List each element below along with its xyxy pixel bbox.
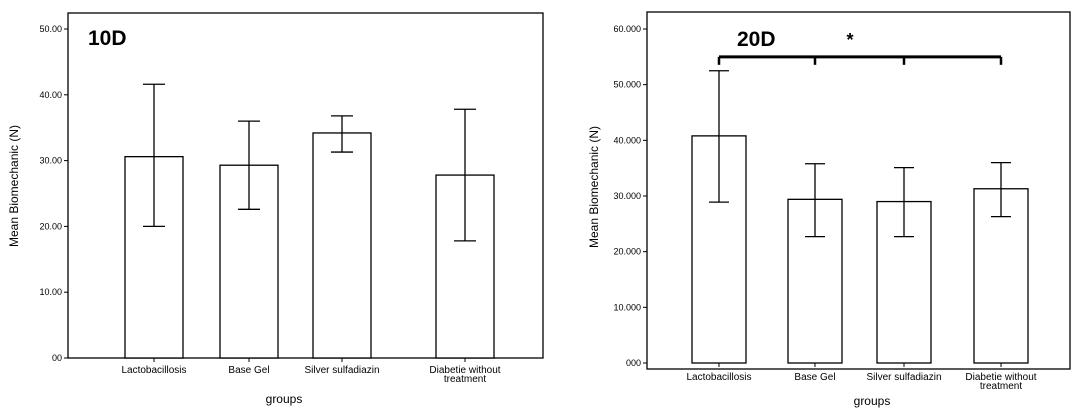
x-tick-label: Silver sulfadiazin (866, 372, 941, 383)
x-ticks-10d: Lactobacillosis Base Gel Silver sulfadiazi… (121, 358, 501, 385)
x-tick-label: Base Gel (228, 365, 269, 376)
x-tick-label: Silver sulfadiazin (304, 365, 379, 376)
y-tick-label: 40.00 (39, 90, 62, 100)
x-tick-label: Diabetie without (965, 372, 1036, 383)
y-tick-label: 20.000 (613, 247, 641, 257)
x-ticks-20d: Lactobacillosis Base Gel Silver sulfadiazi… (686, 363, 1037, 392)
x-axis-title-10d: groups (266, 392, 303, 406)
x-tick-label: Lactobacillosis (121, 365, 186, 376)
y-tick-label: 20.00 (39, 221, 62, 231)
bar (973, 188, 1029, 364)
y-tick-label: 30.000 (613, 191, 641, 201)
bar (312, 132, 372, 359)
chart-title-10d: 10D (88, 27, 127, 50)
x-tick-label: treatment (980, 381, 1022, 392)
y-tick-label: 50.00 (39, 24, 62, 34)
x-axis-title-20d: groups (854, 394, 891, 408)
y-axis-title-20d: Mean Biomechanic (N) (587, 126, 601, 248)
y-ticks-10d: 00 10.00 20.00 30.00 40.00 50.00 (39, 24, 68, 363)
error-bars-20d (709, 70, 1011, 238)
plot-frame-20d (646, 11, 1071, 370)
y-axis-title-10d: Mean Biomechanic (N) (7, 125, 21, 247)
y-tick-label: 40.000 (613, 135, 641, 145)
x-tick-label: Diabetie without (429, 365, 500, 376)
significance-bracket-20d (717, 55, 1003, 65)
y-tick-label: 10.00 (39, 287, 62, 297)
x-tick-label: treatment (444, 374, 486, 385)
bars-20d (691, 135, 1029, 364)
y-tick-label: 10.000 (613, 302, 641, 312)
panel-20d: 00010.00020.00030.00040.00050.00060.000 … (587, 11, 1071, 408)
y-tick-label: 60.000 (613, 24, 641, 34)
x-tick-label: Base Gel (794, 372, 835, 383)
significance-label-20d: * (846, 30, 853, 50)
panel-10d: 00 10.00 20.00 30.00 40.00 50.00 Lactobacillo… (7, 12, 544, 406)
y-tick-label: 50.000 (613, 80, 641, 90)
y-ticks-20d: 000 10.000 20.000 30.000 40.000 50.000 60.000 (613, 24, 647, 368)
x-tick-label: Lactobacillosis (686, 372, 751, 383)
chart-title-20d: 20D (737, 28, 776, 51)
bars-10d (124, 132, 495, 359)
error-bars-10d (143, 83, 476, 242)
plot-frame-10d (67, 12, 544, 359)
y-tick-label: 30.00 (39, 156, 62, 166)
y-tick-label: 000 (626, 358, 641, 368)
y-tick-label: 00 (52, 353, 62, 363)
